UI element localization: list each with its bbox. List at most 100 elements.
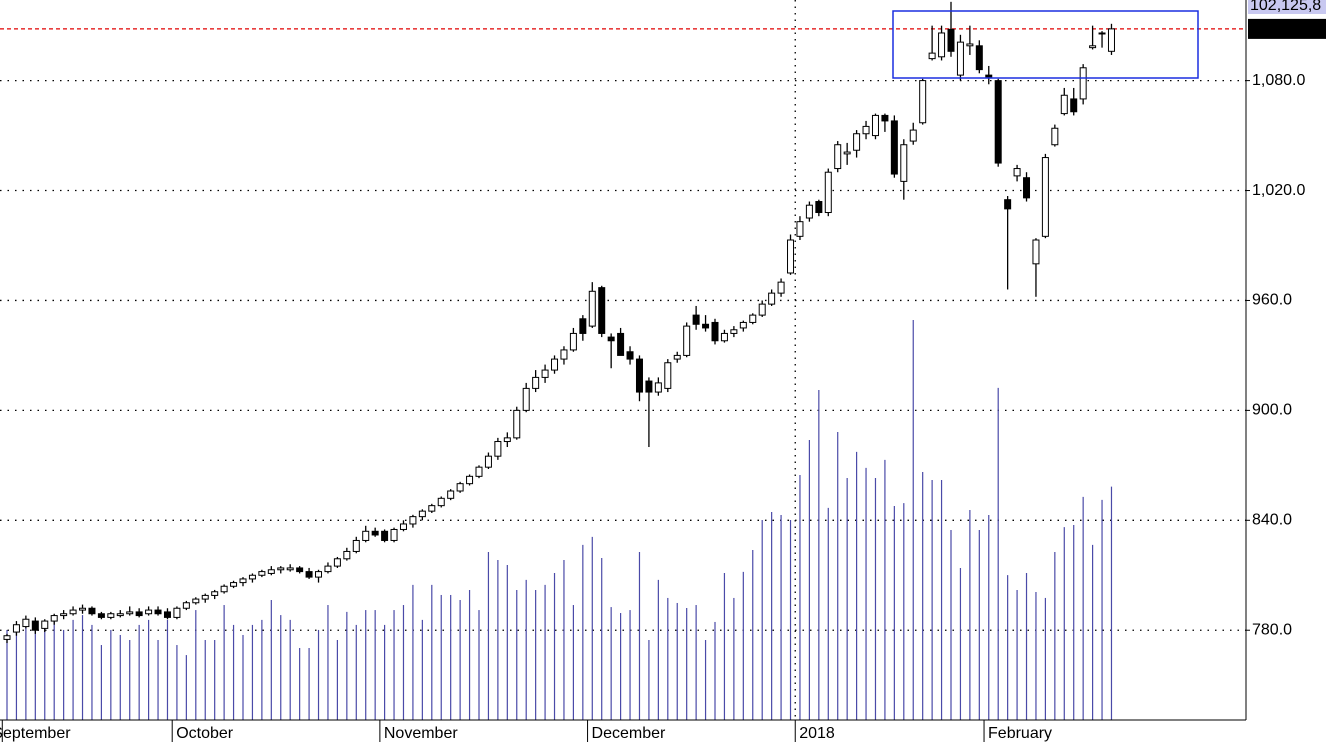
candle-body	[211, 591, 219, 596]
candle-body	[88, 607, 96, 615]
candle-body	[598, 287, 606, 334]
last-price-label: 1,108.23	[1252, 20, 1314, 37]
candle-body	[135, 611, 143, 617]
candle-body	[730, 329, 738, 334]
candle-body	[192, 598, 200, 604]
candle-body	[720, 332, 728, 342]
candle-body	[1107, 28, 1115, 52]
candle-body	[900, 144, 908, 182]
candle-body	[116, 613, 124, 617]
y-tick-label: 900.0	[1252, 402, 1292, 419]
candle-body	[683, 325, 691, 356]
candle-body	[532, 376, 540, 389]
candle-body	[1070, 98, 1078, 113]
candle-body	[503, 437, 511, 443]
candle-body	[749, 314, 757, 323]
candle-body	[1098, 32, 1106, 35]
candle-body	[12, 624, 20, 633]
candle-body	[919, 80, 927, 124]
highlight-box	[892, 10, 1199, 79]
candle-body	[853, 133, 861, 151]
candle-body	[145, 609, 153, 615]
last-price-box	[1248, 18, 1326, 39]
candle-body	[97, 613, 105, 618]
candle-body	[768, 292, 776, 305]
candle-body	[739, 321, 747, 329]
candle-body	[777, 281, 785, 294]
candle-body	[881, 114, 889, 122]
candle-body	[843, 151, 851, 155]
candle-body	[60, 613, 68, 617]
candle-body	[286, 567, 294, 571]
candle-body	[267, 569, 275, 574]
candle-body	[1041, 157, 1049, 237]
candle-body	[315, 571, 323, 578]
candle-body	[938, 32, 946, 58]
candle-body	[371, 530, 379, 536]
candle-body	[1079, 67, 1087, 100]
last-volume-box	[1248, 0, 1326, 14]
candle-body	[475, 466, 483, 477]
candle-body	[617, 332, 625, 356]
candle-body	[711, 321, 719, 342]
candle-body	[163, 611, 171, 618]
y-tick-label: 1,020.0	[1252, 182, 1305, 199]
candle-body	[551, 358, 559, 371]
x-tick-label: September	[0, 725, 71, 742]
candle-body	[909, 129, 917, 142]
candle-body	[447, 490, 455, 499]
candle-body	[41, 620, 49, 629]
candle-body	[862, 125, 870, 135]
candle-body	[1060, 94, 1068, 115]
y-tick-label: 1,080.0	[1252, 72, 1305, 89]
candle-body	[126, 611, 134, 615]
candle-body	[248, 574, 256, 580]
candle-body	[975, 45, 983, 71]
candle-body	[796, 221, 804, 237]
candle-body	[956, 41, 964, 76]
candle-body	[381, 530, 389, 541]
candle-body	[1004, 199, 1012, 210]
x-tick-label: February	[988, 725, 1052, 742]
candle-body	[343, 550, 351, 560]
x-tick-label: October	[176, 725, 234, 742]
candle-body	[305, 571, 313, 578]
candle-body	[399, 523, 407, 530]
candle-body	[107, 613, 115, 618]
candle-layer	[3, 1, 1115, 644]
candle-body	[966, 43, 974, 47]
candle-body	[494, 441, 502, 457]
candle-body	[466, 475, 474, 485]
candle-body	[333, 558, 341, 567]
candle-body	[22, 618, 30, 628]
candle-body	[456, 483, 464, 492]
candle-body	[805, 204, 813, 219]
candle-body	[626, 351, 634, 360]
candle-body	[296, 567, 304, 573]
candle-body	[1051, 127, 1059, 146]
candle-body	[815, 201, 823, 214]
x-tick-label: November	[384, 725, 458, 742]
candle-body	[928, 52, 936, 60]
candle-body	[69, 609, 77, 615]
x-tick-label: 2018	[799, 725, 835, 742]
candle-body	[1013, 168, 1021, 177]
candle-body	[834, 144, 842, 170]
candle-body	[154, 609, 162, 615]
candle-body	[239, 578, 247, 584]
x-tick-label: December	[592, 725, 666, 742]
candle-body	[522, 387, 530, 411]
candle-body	[1089, 45, 1097, 49]
y-tick-label: 960.0	[1252, 292, 1292, 309]
candle-body	[362, 530, 370, 541]
grid-layer	[0, 0, 1246, 720]
candle-body	[635, 358, 643, 393]
candle-body	[428, 505, 436, 512]
candle-body	[277, 567, 285, 571]
candle-body	[588, 290, 596, 327]
candle-body	[569, 332, 577, 351]
candle-body	[645, 380, 653, 393]
